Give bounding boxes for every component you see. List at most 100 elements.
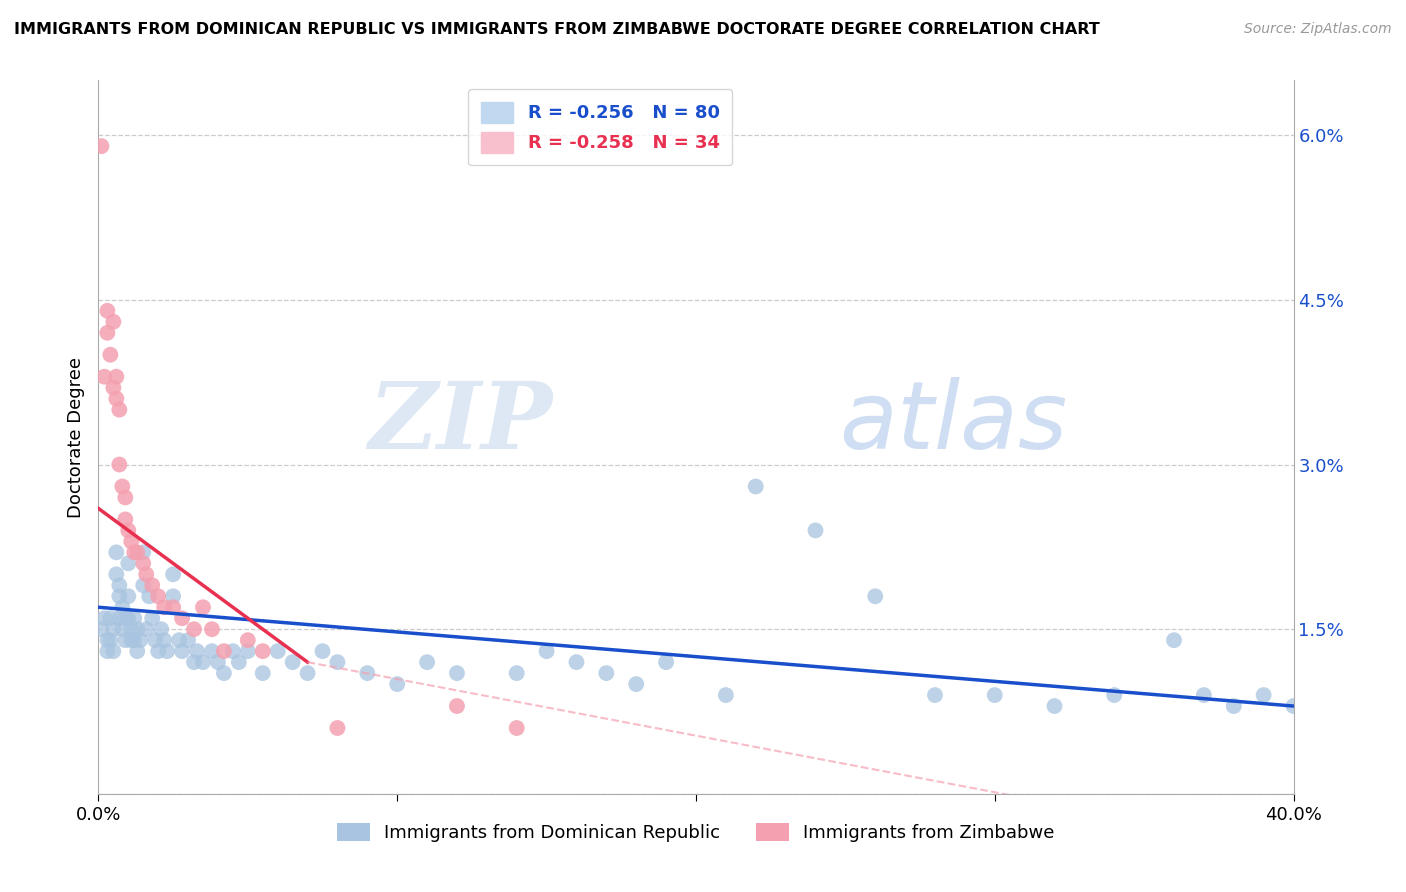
Text: atlas: atlas (839, 377, 1067, 468)
Point (162, 589, 184, 603)
Point (96, 326, 118, 340)
Point (114, 512, 136, 526)
Point (135, 567, 157, 582)
Point (132, 557, 155, 571)
Point (356, 666, 378, 681)
Point (212, 666, 235, 681)
Point (446, 699, 468, 714)
Point (153, 600, 176, 615)
Point (127, 622, 149, 636)
Point (804, 524, 827, 538)
Point (297, 666, 319, 681)
Point (141, 578, 163, 592)
Point (124, 633, 146, 648)
Point (212, 644, 235, 658)
Point (114, 491, 136, 505)
Point (105, 567, 128, 582)
Point (150, 622, 173, 636)
Point (565, 655, 588, 669)
Point (108, 402, 131, 417)
Point (103, 381, 125, 395)
Point (228, 655, 250, 669)
Point (416, 655, 439, 669)
Text: IMMIGRANTS FROM DOMINICAN REPUBLIC VS IMMIGRANTS FROM ZIMBABWE DOCTORATE DEGREE : IMMIGRANTS FROM DOMINICAN REPUBLIC VS IM… (14, 22, 1099, 37)
Point (132, 578, 155, 592)
Point (124, 545, 146, 559)
Point (108, 589, 131, 603)
Point (326, 655, 349, 669)
Point (98, 611, 122, 625)
Point (156, 644, 179, 658)
Point (114, 611, 136, 625)
Point (172, 644, 194, 658)
Point (162, 567, 184, 582)
Point (1282, 699, 1305, 714)
Point (93, 611, 115, 625)
Point (201, 622, 224, 636)
Point (108, 578, 131, 592)
Point (129, 633, 152, 648)
Point (236, 633, 259, 648)
Point (105, 369, 128, 384)
Legend: Immigrants from Dominican Republic, Immigrants from Zimbabwe: Immigrants from Dominican Republic, Immi… (330, 815, 1062, 849)
Point (385, 677, 409, 691)
Point (1253, 688, 1275, 702)
Point (924, 688, 946, 702)
Point (506, 721, 529, 735)
Point (117, 589, 139, 603)
Point (162, 600, 184, 615)
Point (153, 633, 176, 648)
Point (90, 622, 112, 636)
Point (191, 655, 214, 669)
Point (183, 655, 205, 669)
Point (105, 392, 128, 406)
Point (132, 545, 155, 559)
Point (252, 644, 274, 658)
Point (326, 721, 349, 735)
Point (222, 644, 245, 658)
Point (186, 644, 208, 658)
Point (183, 622, 205, 636)
Point (148, 589, 170, 603)
Point (111, 622, 134, 636)
Point (120, 622, 142, 636)
Point (103, 315, 125, 329)
Point (93, 369, 115, 384)
Point (96, 644, 118, 658)
Point (143, 633, 166, 648)
Point (103, 644, 125, 658)
Point (177, 633, 200, 648)
Point (207, 655, 229, 669)
Point (252, 666, 274, 681)
Point (506, 666, 529, 681)
Point (120, 633, 142, 648)
Point (105, 545, 128, 559)
Point (117, 524, 139, 538)
Point (1192, 688, 1215, 702)
Point (984, 688, 1007, 702)
Point (595, 666, 617, 681)
Point (114, 633, 136, 648)
Point (745, 479, 768, 493)
Point (236, 644, 259, 658)
Point (117, 557, 139, 571)
Point (111, 600, 134, 615)
Point (267, 644, 290, 658)
Point (1104, 688, 1126, 702)
Point (141, 611, 163, 625)
Point (103, 622, 125, 636)
Point (127, 545, 149, 559)
Point (108, 611, 131, 625)
Y-axis label: Doctorate Degree: Doctorate Degree (66, 357, 84, 517)
Point (96, 633, 118, 648)
Point (98, 348, 122, 362)
Point (120, 534, 142, 549)
Point (96, 303, 118, 318)
Point (281, 655, 304, 669)
Point (201, 644, 224, 658)
Point (626, 677, 648, 691)
Point (1163, 633, 1185, 648)
Point (655, 655, 678, 669)
Point (536, 644, 558, 658)
Point (191, 600, 214, 615)
